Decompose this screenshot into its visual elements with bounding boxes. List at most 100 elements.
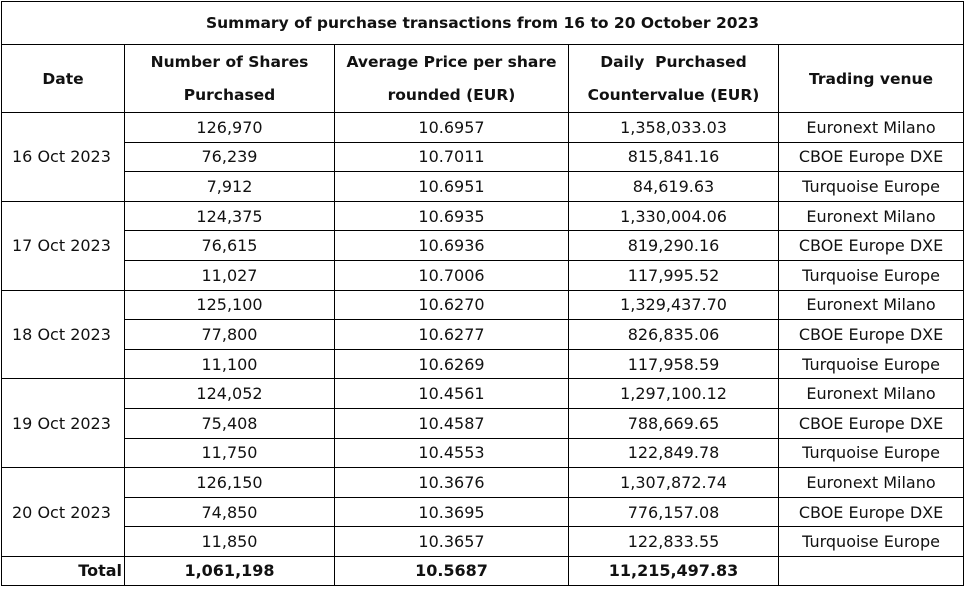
- header-venue: Trading venue: [777, 44, 964, 113]
- venue-cell: CBOE Europe DXE: [777, 407, 964, 439]
- countervalue-cell: 1,358,033.03: [568, 112, 779, 143]
- price-cell: 10.6270: [334, 289, 569, 321]
- header-date: Date: [1, 44, 125, 113]
- header-row: Date Number of Shares Purchased Average …: [1, 44, 964, 113]
- price-cell: 10.3676: [334, 467, 569, 498]
- table-row: 76,239 10.7011 815,841.16 CBOE Europe DXE: [2, 141, 964, 173]
- venue-cell: CBOE Europe DXE: [777, 141, 964, 173]
- table-title: Summary of purchase transactions from 16…: [0, 1, 964, 45]
- price-cell: 10.7011: [334, 141, 569, 173]
- shares-cell: 11,850: [124, 526, 335, 557]
- countervalue-cell: 819,290.16: [568, 230, 779, 261]
- table-row: 18 Oct 2023 125,100 10.6270 1,329,437.70 Eur…: [1, 289, 964, 380]
- venue-cell: CBOE Europe DXE: [777, 496, 964, 528]
- price-cell: 10.7006: [334, 259, 569, 291]
- table-row: 19 Oct 2023 124,052 10.4561 1,297,100.12 Eur…: [1, 378, 964, 469]
- countervalue-cell: 117,958.59: [568, 348, 779, 380]
- table-row: 74,850 10.3695 776,157.08 CBOE Europe DXE: [2, 496, 964, 528]
- shares-cell: 7,912: [124, 171, 335, 202]
- countervalue-cell: 122,849.78: [568, 437, 779, 469]
- price-cell: 10.6269: [334, 348, 569, 380]
- shares-cell: 77,800: [124, 319, 335, 350]
- countervalue-cell: 1,307,872.74: [568, 467, 779, 498]
- header-price-line2: rounded (EUR): [387, 85, 516, 104]
- table-row: 11,750 10.4553 122,849.78 Turquoise Europe: [2, 437, 964, 469]
- header-countervalue-line2: Countervalue (EUR): [587, 85, 760, 104]
- header-price: Average Price per share rounded (EUR): [334, 44, 569, 113]
- countervalue-cell: 84,619.63: [568, 171, 779, 202]
- shares-cell: 125,100: [124, 289, 335, 321]
- shares-cell: 126,970: [124, 112, 335, 143]
- shares-cell: 75,408: [124, 407, 335, 439]
- shares-cell: 124,052: [124, 378, 335, 409]
- table-row: 7,912 10.6951 84,619.63 Turquoise Europe: [2, 171, 964, 202]
- shares-cell: 74,850: [124, 496, 335, 528]
- countervalue-cell: 788,669.65: [568, 407, 779, 439]
- shares-cell: 76,239: [124, 141, 335, 173]
- header-price-line1: Average Price per share: [346, 52, 557, 71]
- price-cell: 10.4561: [334, 378, 569, 409]
- date-cell: 18 Oct 2023: [1, 289, 125, 380]
- venue-cell: CBOE Europe DXE: [777, 319, 964, 350]
- total-price: 10.5687: [334, 555, 569, 586]
- price-cell: 10.6951: [334, 171, 569, 202]
- venue-cell: Euronext Milano: [777, 112, 964, 143]
- price-cell: 10.6935: [334, 200, 569, 232]
- venue-cell: Turquoise Europe: [777, 348, 964, 380]
- countervalue-cell: 826,835.06: [568, 319, 779, 350]
- venue-cell: Turquoise Europe: [777, 526, 964, 557]
- header-countervalue: Daily Purchased Countervalue (EUR): [568, 44, 779, 113]
- total-shares: 1,061,198: [124, 555, 335, 586]
- total-label: Total: [1, 555, 125, 586]
- shares-cell: 76,615: [124, 230, 335, 261]
- table-row: 11,100 10.6269 117,958.59 Turquoise Europe: [2, 348, 964, 380]
- table-row: 20 Oct 2023 126,150 10.3676 1,307,872.74 Eur…: [1, 467, 964, 557]
- table-body: 16 Oct 2023 126,970 10.6957 1,358,033.03 Eur…: [1, 112, 964, 557]
- price-cell: 10.6277: [334, 319, 569, 350]
- price-cell: 10.4553: [334, 437, 569, 469]
- shares-cell: 11,100: [124, 348, 335, 380]
- total-venue: [777, 555, 964, 586]
- table-row: 11,027 10.7006 117,995.52 Turquoise Europe: [2, 259, 964, 291]
- venue-cell: Turquoise Europe: [777, 259, 964, 291]
- venue-cell: Euronext Milano: [777, 289, 964, 321]
- header-countervalue-line1: Daily Purchased: [600, 52, 747, 71]
- countervalue-cell: 1,329,437.70: [568, 289, 779, 321]
- countervalue-cell: 1,330,004.06: [568, 200, 779, 232]
- price-cell: 10.6936: [334, 230, 569, 261]
- table-row: 77,800 10.6277 826,835.06 CBOE Europe DXE: [2, 319, 964, 350]
- total-countervalue: 11,215,497.83: [568, 555, 779, 586]
- venue-cell: CBOE Europe DXE: [777, 230, 964, 261]
- header-shares-line1: Number of Shares: [150, 52, 309, 71]
- countervalue-cell: 122,833.55: [568, 526, 779, 557]
- price-cell: 10.3657: [334, 526, 569, 557]
- countervalue-cell: 117,995.52: [568, 259, 779, 291]
- date-cell: 17 Oct 2023: [1, 200, 125, 291]
- date-cell: 19 Oct 2023: [1, 378, 125, 469]
- total-row: Total 1,061,198 10.5687 11,215,497.83: [1, 555, 964, 586]
- countervalue-cell: 1,297,100.12: [568, 378, 779, 409]
- price-cell: 10.4587: [334, 407, 569, 439]
- venue-cell: Euronext Milano: [777, 467, 964, 498]
- table-row: 17 Oct 2023 124,375 10.6935 1,330,004.06 Eur…: [1, 200, 964, 291]
- countervalue-cell: 776,157.08: [568, 496, 779, 528]
- header-shares-line2: Purchased: [183, 85, 276, 104]
- venue-cell: Euronext Milano: [777, 200, 964, 232]
- shares-cell: 11,750: [124, 437, 335, 469]
- venue-cell: Turquoise Europe: [777, 171, 964, 202]
- shares-cell: 11,027: [124, 259, 335, 291]
- price-cell: 10.3695: [334, 496, 569, 528]
- table-row: 75,408 10.4587 788,669.65 CBOE Europe DXE: [2, 407, 964, 439]
- price-cell: 10.6957: [334, 112, 569, 143]
- date-cell: 20 Oct 2023: [1, 467, 125, 557]
- shares-cell: 124,375: [124, 200, 335, 232]
- countervalue-cell: 815,841.16: [568, 141, 779, 173]
- venue-cell: Turquoise Europe: [777, 437, 964, 469]
- shares-cell: 126,150: [124, 467, 335, 498]
- date-cell: 16 Oct 2023: [1, 112, 125, 202]
- table-row: 76,615 10.6936 819,290.16 CBOE Europe DXE: [2, 230, 964, 261]
- table-row: 16 Oct 2023 126,970 10.6957 1,358,033.03 Eur…: [1, 112, 964, 202]
- venue-cell: Euronext Milano: [777, 378, 964, 409]
- table-row: 11,850 10.3657 122,833.55 Turquoise Europe: [2, 526, 964, 557]
